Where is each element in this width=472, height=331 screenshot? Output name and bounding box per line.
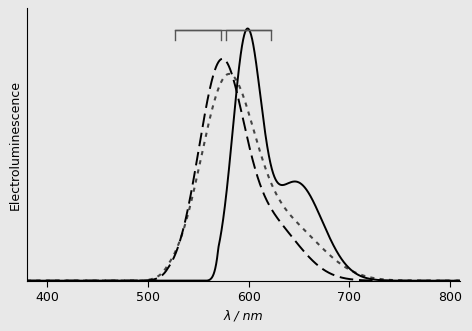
X-axis label: λ / nm: λ / nm — [224, 310, 263, 323]
Y-axis label: Electroluminescence: Electroluminescence — [8, 79, 21, 210]
